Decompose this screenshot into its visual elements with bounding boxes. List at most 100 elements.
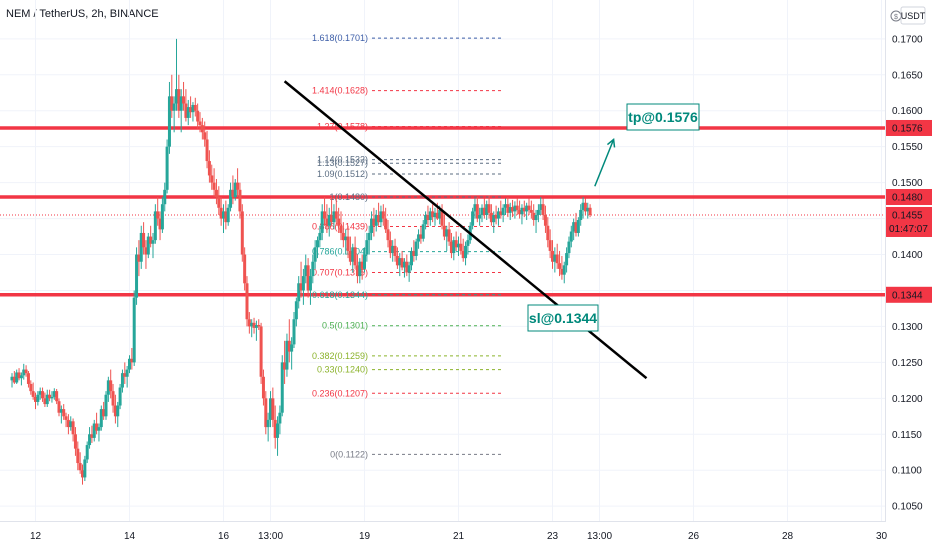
candle-body [398,258,402,266]
candle-body [17,372,21,379]
candle-body [485,204,489,215]
candle-body [504,204,507,208]
candle-body [433,212,437,218]
candle-body [525,205,529,212]
candle-body [10,376,14,381]
current-price-badge [886,206,932,237]
candle-body [466,240,470,246]
arrow-shaft [594,139,615,187]
candle-body [480,207,484,215]
candle-body [551,250,554,262]
candle-body [447,229,451,242]
candle-body [297,283,301,302]
time-axis[interactable]: 12 14 16 13:00 19 21 23 13:00 26 28 30 [30,531,888,542]
candle-body [287,340,291,352]
candle-body [487,204,491,213]
candle-body [520,207,524,215]
candle-body [64,416,68,420]
candle-body [224,211,228,223]
candle-body [69,421,73,428]
candle-body [414,241,418,256]
candle-body [306,265,310,291]
candle-body [283,362,287,370]
candle-body [454,240,458,248]
candle-body [245,283,249,320]
candle-body [200,125,204,133]
candle-body [76,448,80,464]
candle-body [104,394,108,417]
fib-level-label: 0.382(0.1259) [312,351,368,361]
fib-level-label: 0(0.1122) [330,449,368,459]
candle-body [294,301,298,320]
candle-body [346,236,350,251]
price-level-badge [886,119,932,136]
price-tick-label: 0.1250 [892,358,923,369]
candle-body [269,398,272,420]
candle-body [588,207,592,215]
candle-body [144,247,148,255]
candle-body [48,394,52,399]
candle-body [99,409,103,428]
candle-body [534,214,538,221]
candle-body [555,254,559,264]
candle-body [88,434,92,446]
candle-body [102,409,106,417]
candle-body [308,276,312,291]
candle-body [358,261,362,277]
currency-selector[interactable]: $ USDT [890,6,926,25]
candle-body [52,391,56,397]
candle-body [238,189,242,212]
candle-body [569,231,573,242]
candle-body [445,229,449,237]
tp-annotation[interactable]: tp@0.1576 [626,103,700,131]
current-price-label: 0.1455 [892,210,923,221]
candle-body [372,218,376,226]
candle-body [449,241,453,254]
candle-body [313,247,317,262]
candle-body [59,409,63,413]
candle-body [153,211,157,241]
candle-body [280,362,284,413]
candle-body [271,398,275,420]
candle-body [325,218,329,226]
candle-body [407,265,411,273]
candle-body [529,209,533,213]
price-tick-label: 0.1600 [892,106,923,117]
candle-body [22,369,26,376]
candle-body [304,265,308,277]
fib-level-label: 0.236(0.1207) [312,388,368,398]
candle-body [532,212,536,221]
candle-body [125,369,129,377]
candle-body [421,224,425,239]
candle-body [574,222,578,233]
time-tick-label: 13:00 [587,531,612,542]
sl-annotation[interactable]: sl@0.1344 [527,304,599,332]
candle-body [393,245,397,256]
fib-level-label: 1.13(0.1527) [317,158,368,168]
candle-body [513,205,517,212]
candle-body [311,261,315,277]
candle-body [73,434,77,449]
candle-body [377,214,381,223]
candle-body [205,139,209,162]
candle-body [214,189,218,198]
candle-body [586,207,590,212]
candle-body [19,375,23,379]
candle-body [391,245,395,254]
price-axis[interactable]: 0.17000.16500.16000.15500.15000.14500.14… [892,34,923,512]
candle-body [41,391,45,399]
candle-body [440,209,444,226]
candle-body [581,202,585,210]
price-level-badge-label: 0.1344 [892,290,923,301]
candle-body [536,209,540,215]
price-tick-label: 0.1050 [892,502,923,513]
candle-body [170,96,174,111]
projection-arrow[interactable] [594,138,616,187]
candle-body [62,409,66,417]
candle-body [292,319,296,345]
fib-level-label: 1.09(0.1512) [317,169,368,179]
candle-body [278,412,282,424]
candle-body [92,423,96,438]
candle-body [579,209,583,221]
